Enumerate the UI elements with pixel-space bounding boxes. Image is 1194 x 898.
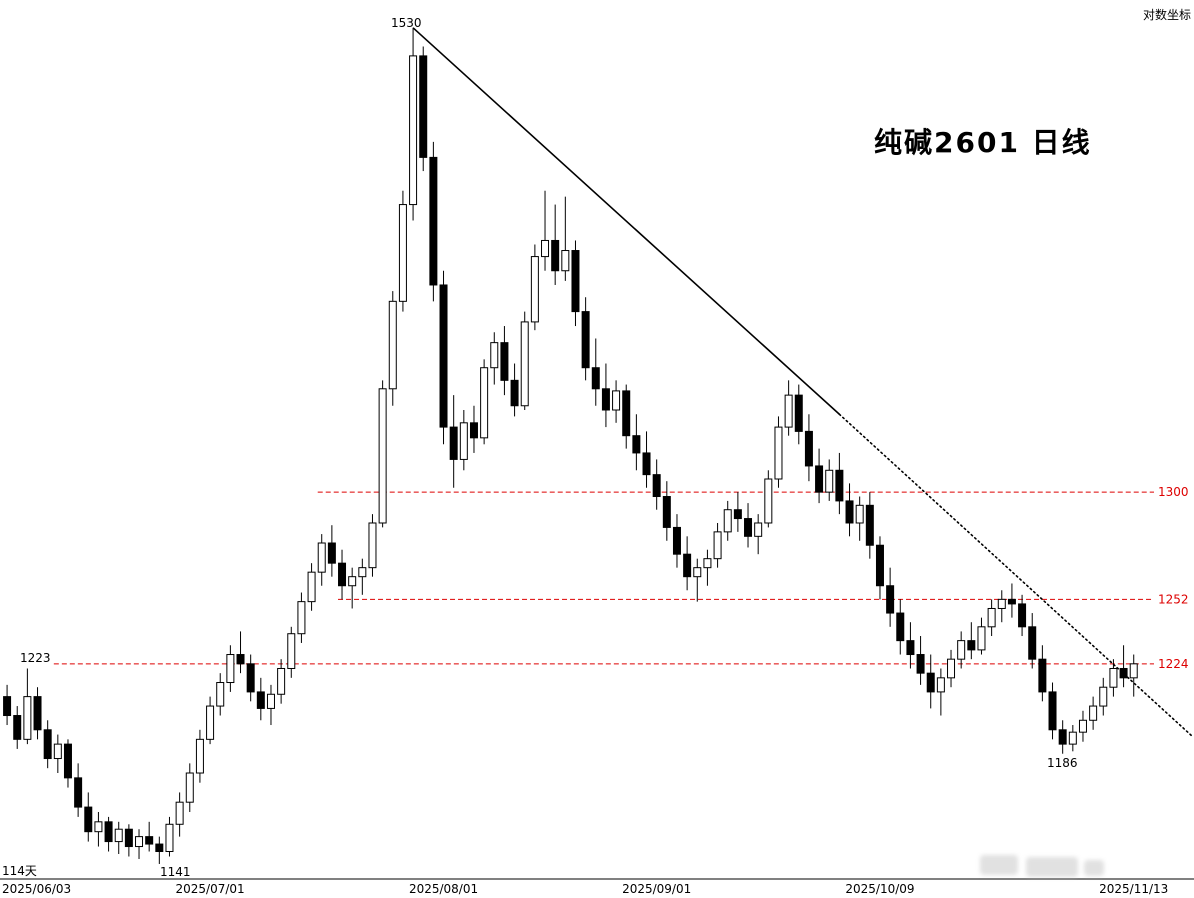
svg-text:2025/08/01: 2025/08/01 [409,882,478,896]
svg-text:2025/10/09: 2025/10/09 [845,882,914,896]
svg-text:2025/11/13: 2025/11/13 [1099,882,1168,896]
svg-text:1300: 1300 [1158,485,1189,499]
days-count-label: 114天 [2,864,37,878]
nov-low-price-label: 1186 [1047,756,1078,770]
log-scale-label: 对数坐标 [1142,8,1191,22]
svg-text:2025/09/01: 2025/09/01 [622,882,691,896]
chart-title: 纯碱2601 日线 [874,126,1092,159]
svg-text:1252: 1252 [1158,592,1189,606]
svg-text:2025/06/03: 2025/06/03 [2,882,71,896]
june-low-price-label: 1141 [160,865,191,879]
svg-text:1224: 1224 [1158,657,1189,671]
left-level-price-label: 1223 [20,651,51,665]
peak-price-label: 1530 [391,16,422,30]
svg-text:2025/07/01: 2025/07/01 [175,882,244,896]
